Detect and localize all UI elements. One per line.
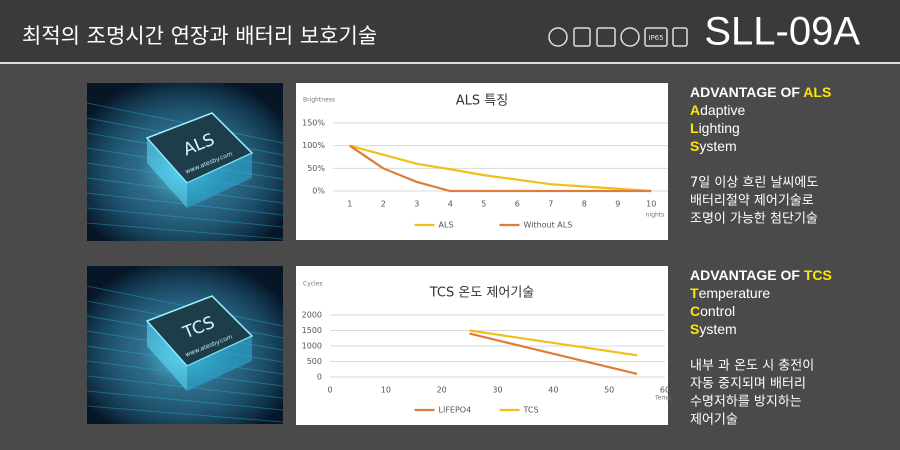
heading-prefix: ADVANTAGE OF <box>690 267 804 283</box>
x-tick-label: 0 <box>327 386 332 395</box>
icon-battery <box>573 27 591 47</box>
x-tick-label: 3 <box>414 200 419 209</box>
x-tick-label: 40 <box>548 386 558 395</box>
icon-motion <box>596 27 616 47</box>
acronym-line: System <box>690 321 737 337</box>
acronym-line: System <box>690 138 737 154</box>
series-line <box>349 144 652 193</box>
x-tick-label: 9 <box>615 200 620 209</box>
x-tick-label: 20 <box>437 386 447 395</box>
y-tick-label: 1500 <box>302 326 322 335</box>
acronym-rest: daptive <box>700 102 745 118</box>
description-line: 제어기술 <box>690 413 738 428</box>
x-tick-label: 60 <box>660 386 670 395</box>
acronym-initial: L <box>690 120 699 136</box>
y-tick-label: 150% <box>302 119 325 128</box>
y-axis-label: Cycles <box>303 281 323 288</box>
y-tick-label: 0 <box>317 373 322 382</box>
x-tick-label: 4 <box>448 200 453 209</box>
acronym-line: Control <box>690 303 735 319</box>
icon-light <box>620 27 640 47</box>
acronym-rest: emperature <box>699 285 771 301</box>
x-tick-label: 6 <box>515 200 520 209</box>
header-bar <box>0 0 900 62</box>
description-line: 자동 중지되며 배터리 <box>690 377 806 392</box>
x-tick-label: 30 <box>492 386 502 395</box>
description-line: 조명이 가능한 첨단기술 <box>690 212 818 227</box>
circuit-line <box>86 405 284 423</box>
circuit-line <box>86 207 284 228</box>
icon-ip <box>644 27 668 47</box>
description-line: 수명저하를 방지하는 <box>690 395 802 410</box>
chart-title: TCS 온도 제어기술 <box>429 286 535 301</box>
acronym-line: Adaptive <box>690 102 745 118</box>
x-tick-label: 2 <box>381 200 386 209</box>
chip-side <box>187 153 252 208</box>
y-tick-label: 100% <box>302 141 325 150</box>
x-tick-label: 1 <box>347 200 352 209</box>
ip-badge: IP65 <box>648 34 663 42</box>
y-tick-label: 0% <box>312 187 325 196</box>
acronym-line: Lighting <box>690 120 740 136</box>
y-tick-label: 50% <box>307 164 325 173</box>
x-tick-label: 5 <box>481 200 486 209</box>
model-name: SLL-09A <box>704 10 860 54</box>
description-line: 배터리절약 제어기술로 <box>690 194 814 209</box>
icon-solar <box>548 27 568 47</box>
series-line <box>469 329 638 357</box>
legend-label: LIFEPO4 <box>439 406 472 415</box>
chart-panel <box>296 83 668 240</box>
y-tick-label: 1000 <box>302 342 322 351</box>
description-line: 내부 과 온도 시 충전이 <box>690 359 814 374</box>
y-tick-label: 2000 <box>302 311 322 320</box>
chip-side <box>187 336 252 391</box>
legend-label: Without ALS <box>524 221 573 230</box>
y-axis-label: Brightness <box>303 97 335 104</box>
series-line <box>469 332 638 375</box>
x-axis-label: Temp <box>654 395 671 402</box>
section-heading: ADVANTAGE OF ALS <box>690 84 831 100</box>
heading-prefix: ADVANTAGE OF <box>690 84 803 100</box>
icon-temp <box>672 27 688 47</box>
legend-label: ALS <box>439 221 454 230</box>
heading-key: TCS <box>804 267 832 283</box>
acronym-line: Temperature <box>690 285 770 301</box>
chip-side <box>147 138 187 208</box>
x-tick-label: 8 <box>582 200 587 209</box>
acronym-rest: ystem <box>699 138 736 154</box>
circuit-line <box>86 390 284 411</box>
feature-icons <box>548 27 688 47</box>
legend-label: TCS <box>523 406 539 415</box>
chip-side <box>147 321 187 391</box>
x-tick-label: 10 <box>646 200 656 209</box>
x-tick-label: 7 <box>548 200 553 209</box>
acronym-rest: ontrol <box>700 303 735 319</box>
x-axis-label: nights <box>646 212 665 219</box>
section-heading: ADVANTAGE OF TCS <box>690 267 832 283</box>
acronym-initial: S <box>690 138 699 154</box>
x-tick-label: 10 <box>381 386 391 395</box>
acronym-initial: A <box>690 102 700 118</box>
acronym-initial: T <box>690 285 699 301</box>
chart-title: ALS 특징 <box>456 94 508 109</box>
series-line <box>349 144 652 193</box>
acronym-initial: S <box>690 321 699 337</box>
heading-key: ALS <box>803 84 831 100</box>
acronym-rest: ighting <box>699 120 740 136</box>
description-line: 7일 이상 흐린 날씨에도 <box>690 176 818 191</box>
header-title: 최적의 조명시간 연장과 배터리 보호기술 <box>22 24 377 48</box>
circuit-line <box>86 222 284 240</box>
acronym-rest: ystem <box>699 321 736 337</box>
y-tick-label: 500 <box>307 357 322 366</box>
acronym-initial: C <box>690 303 700 319</box>
x-tick-label: 50 <box>604 386 614 395</box>
